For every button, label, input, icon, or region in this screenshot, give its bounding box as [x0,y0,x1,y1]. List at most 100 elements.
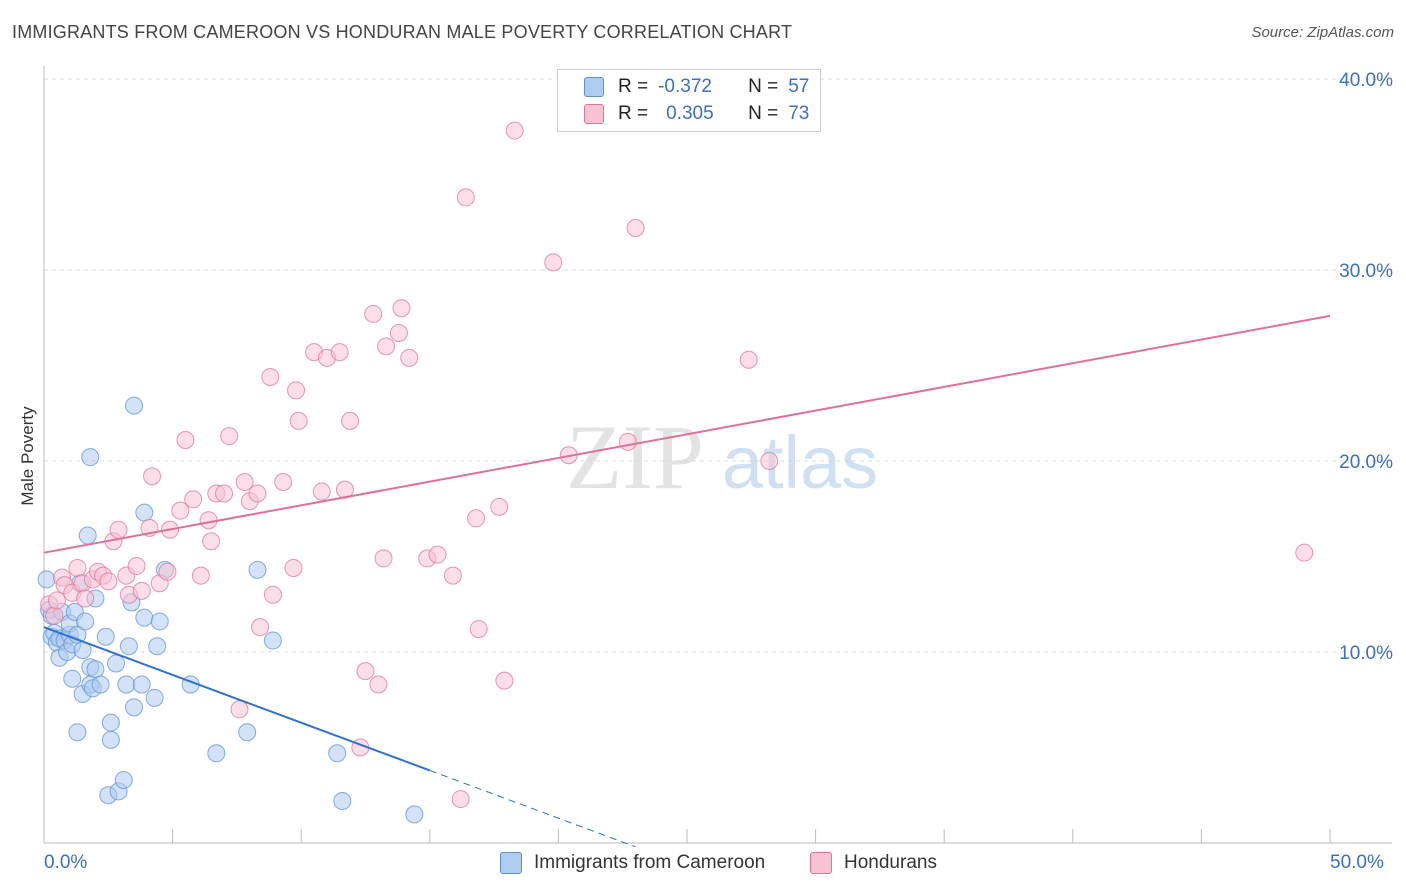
point-honduran [369,675,388,694]
y-tick-label: 40.0% [1339,70,1393,91]
point-honduran [443,566,462,585]
point-honduran [377,337,396,356]
point-honduran [45,606,64,625]
point-honduran [456,188,475,207]
trend-line-cameroon [43,626,431,772]
point-honduran [490,497,509,516]
legend-swatch-hondurans [584,104,604,124]
point-honduran [184,490,203,509]
legend-n-label: N = [748,103,779,124]
point-honduran [274,473,293,492]
point-cameroon [248,560,267,579]
point-honduran [495,671,514,690]
series-legend: Immigrants from Cameroon Hondurans [0,852,1406,878]
point-cameroon [333,791,352,810]
legend-swatch-cameroon [584,77,604,97]
point-cameroon [81,448,100,467]
point-cameroon [207,744,226,763]
point-honduran [68,558,87,577]
point-honduran [392,299,411,318]
watermark-atlas: atlas [722,421,878,504]
chart-title: IMMIGRANTS FROM CAMEROON VS HONDURAN MAL… [12,22,793,42]
point-cameroon [125,396,144,415]
point-cameroon [91,675,110,694]
point-honduran [428,545,447,564]
point-honduran [284,558,303,577]
point-honduran [230,700,249,719]
point-honduran [261,367,280,386]
point-cameroon [263,631,282,650]
point-honduran [312,482,331,501]
point-cameroon [135,608,154,627]
point-cameroon [148,637,167,656]
y-tick-label: 20.0% [1339,452,1393,473]
trend-lines [43,314,1331,848]
point-honduran [251,618,270,637]
point-honduran [626,218,645,237]
data-points [37,121,1314,824]
legend-r-value: -0.372 [658,76,712,97]
point-honduran [618,432,637,451]
point-cameroon [101,713,120,732]
point-honduran [263,585,282,604]
x-tick-label-min: 0.0% [44,852,88,873]
legend-r-value: 0.305 [666,103,714,124]
point-honduran [544,253,563,272]
legend-label-hondurans: Hondurans [844,852,937,873]
legend-n-label: N = [748,76,779,97]
axes [43,66,1392,844]
point-cameroon [328,744,347,763]
point-cameroon [86,660,105,679]
point-honduran [176,430,195,449]
legend-item-cameroon[interactable]: Immigrants from Cameroon [500,852,765,874]
point-honduran [760,452,779,470]
point-cameroon [101,730,120,749]
legend-row-cameroon: R = -0.372 N = 57 [558,74,809,100]
point-honduran [158,562,177,581]
point-honduran [287,381,306,400]
point-honduran [739,350,758,369]
point-honduran [127,557,146,576]
watermark: ZIP atlas [566,406,878,508]
point-cameroon [132,675,151,694]
point-honduran [143,467,162,486]
grid-lines [44,78,1392,653]
legend-n-value: 73 [788,103,810,124]
legend-r-label: R = [618,76,649,97]
point-cameroon [119,637,138,656]
trend-line-cameroon-extension [429,769,636,848]
point-honduran [202,532,221,551]
point-cameroon [96,627,115,646]
y-tick-labels: 10.0% 20.0% 30.0% 40.0% [1339,70,1393,664]
point-honduran [220,427,239,446]
point-honduran [364,304,383,323]
point-cameroon [37,570,56,589]
legend-label-cameroon: Immigrants from Cameroon [534,852,766,873]
point-honduran [1295,543,1314,562]
point-cameroon [117,675,136,694]
legend-swatch-cameroon [500,852,522,874]
point-honduran [171,501,190,520]
point-cameroon [114,770,133,789]
point-honduran [330,343,349,362]
point-honduran [400,348,419,367]
point-cameroon [125,698,144,717]
point-cameroon [135,503,154,522]
point-cameroon [150,612,169,631]
point-honduran [191,566,210,585]
point-honduran [109,520,128,539]
legend-swatch-hondurans [810,852,832,874]
point-honduran [47,591,66,610]
point-honduran [341,411,360,430]
legend-item-hondurans[interactable]: Hondurans [810,852,937,874]
point-honduran [505,121,524,140]
point-honduran [451,790,470,809]
point-cameroon [145,688,164,707]
point-honduran [99,572,118,591]
legend-row-hondurans: R = 0.305 N = 73 [558,101,809,127]
y-tick-label: 10.0% [1339,643,1393,664]
point-honduran [199,511,218,530]
point-cameroon [238,723,257,742]
point-honduran [467,509,486,528]
point-cameroon [63,669,82,688]
